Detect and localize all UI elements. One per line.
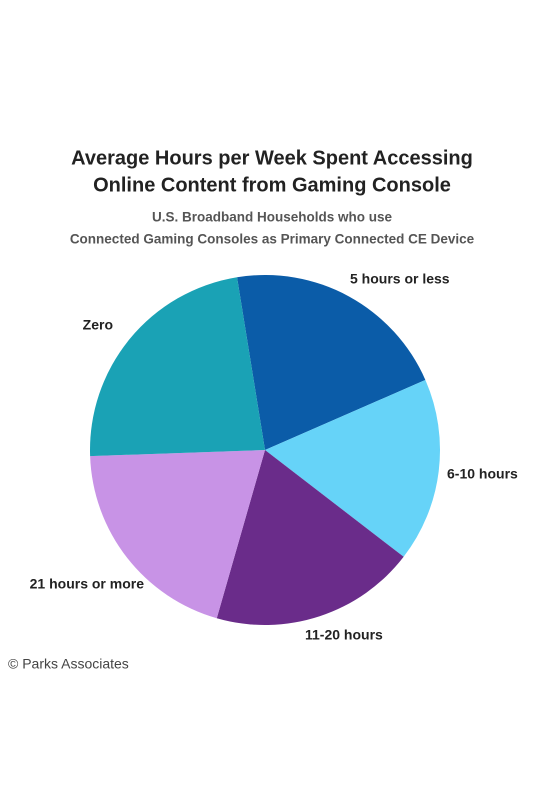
chart-title: Online Content from Gaming Console — [93, 174, 451, 196]
chart-title: Average Hours per Week Spent Accessing — [71, 147, 473, 169]
chart-subtitle: Connected Gaming Consoles as Primary Con… — [70, 232, 475, 247]
chart-subtitle: U.S. Broadband Households who use — [152, 210, 393, 225]
slice-label: Zero — [83, 317, 113, 333]
pie-slice — [265, 379, 440, 557]
pie-slice — [237, 275, 426, 450]
slice-label: 21 hours or more — [30, 576, 145, 592]
slice-label: 6-10 hours — [447, 466, 518, 482]
pie-slice — [90, 450, 266, 619]
slice-label: 11-20 hours — [305, 627, 383, 643]
pie-slice — [216, 450, 404, 625]
slice-label: 5 hours or less — [350, 271, 450, 287]
source: © Parks Associates — [8, 656, 129, 672]
pie-slice — [90, 277, 265, 457]
